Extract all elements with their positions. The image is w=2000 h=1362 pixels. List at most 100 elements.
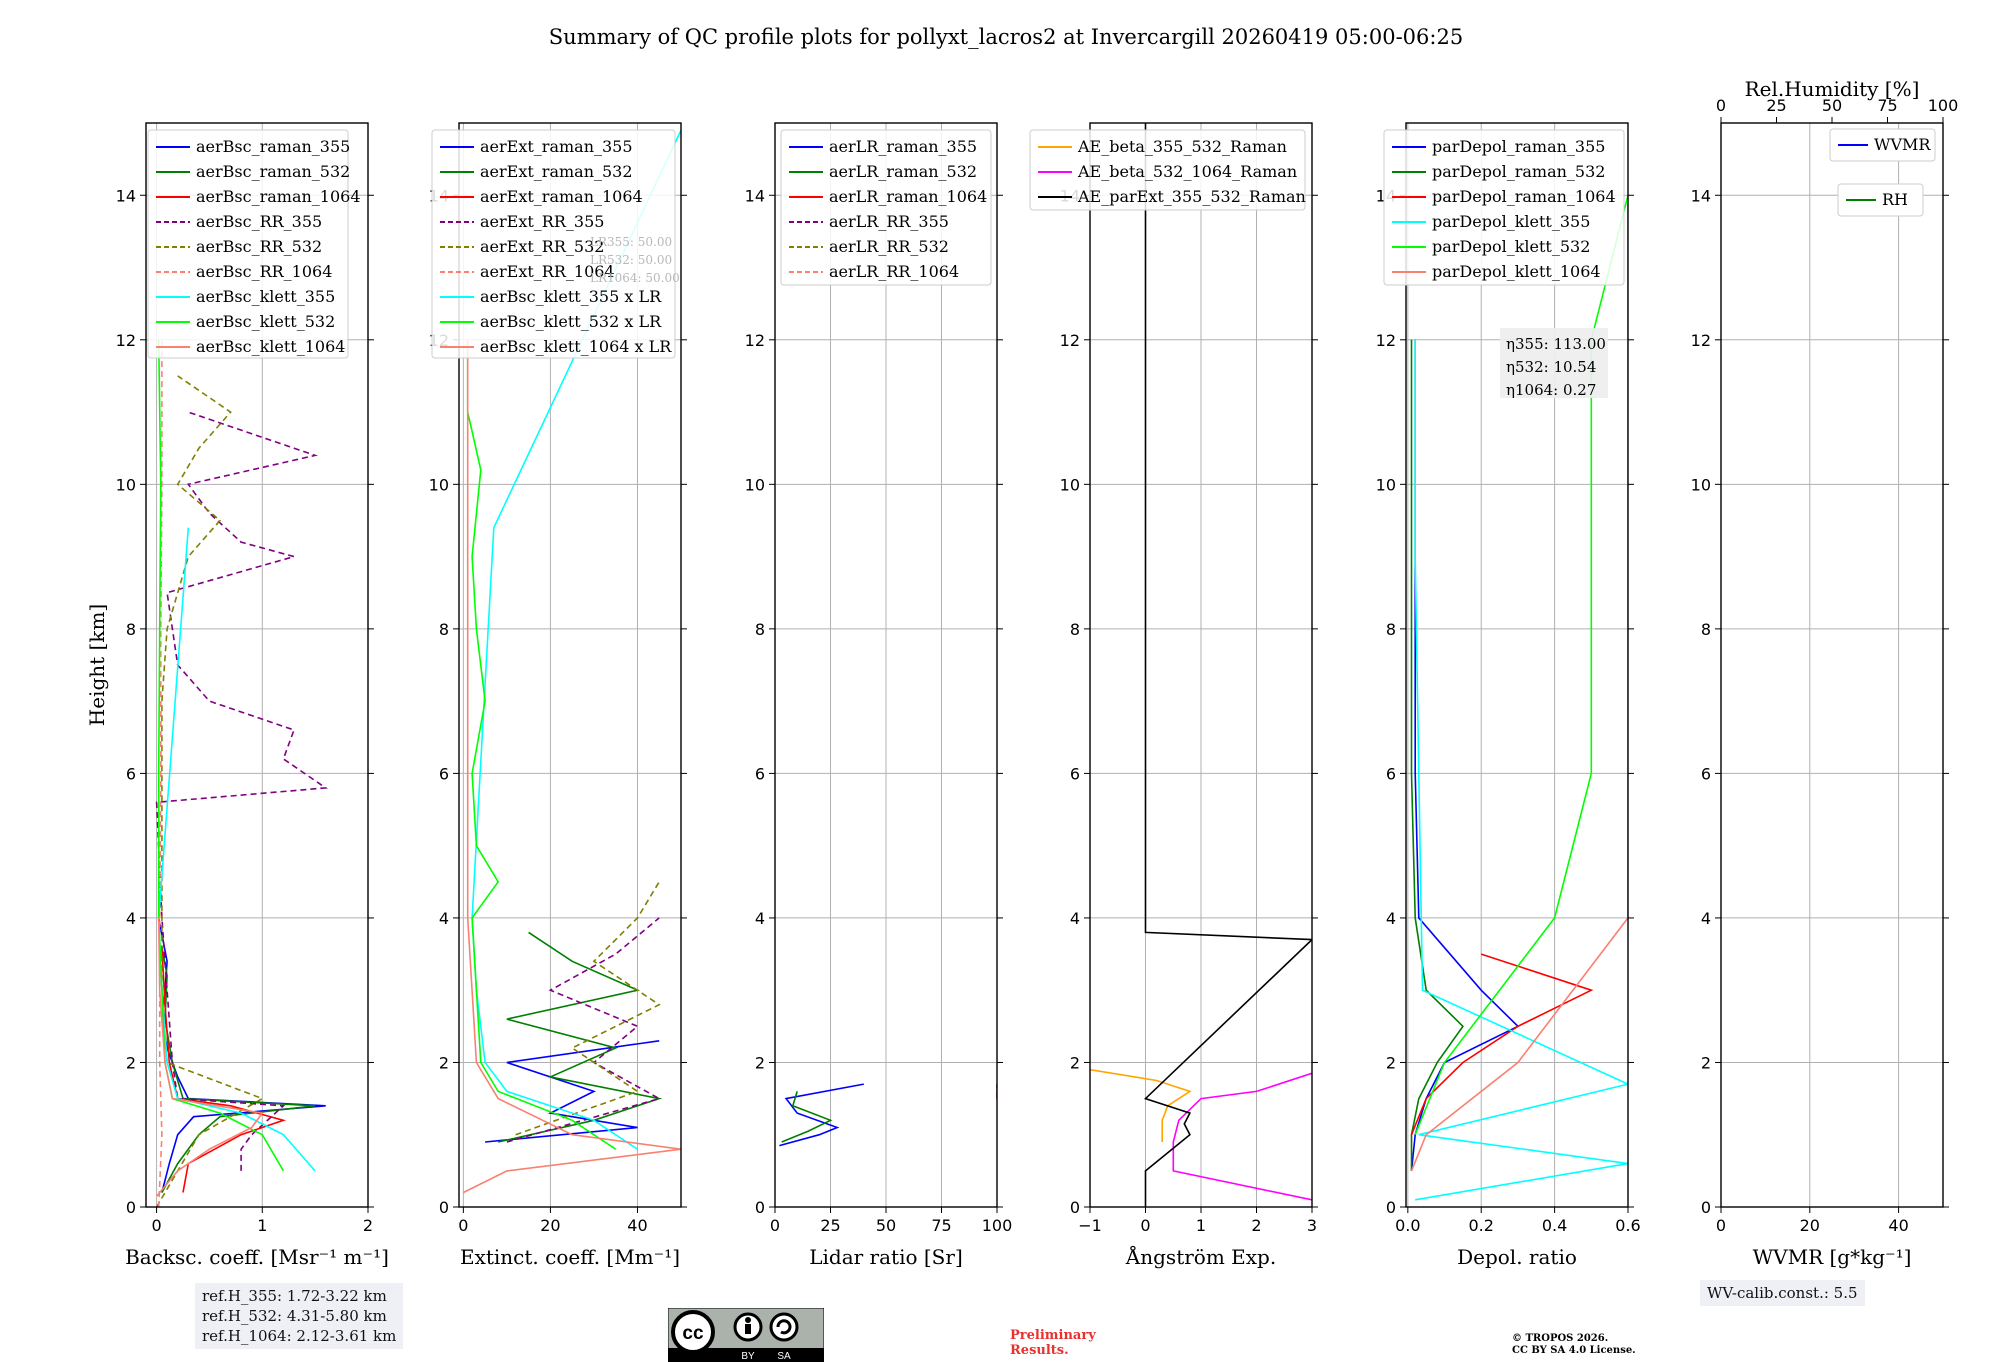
legend-label-aerBsc_klett_532: aerBsc_klett_532 xyxy=(196,312,335,331)
series-line-aerBsc_klett_1064 x LR xyxy=(463,339,681,1194)
legend-label-aerExt_RR_1064: aerExt_RR_1064 xyxy=(480,262,615,281)
legend-label-aerExt_RR_532: aerExt_RR_532 xyxy=(480,237,604,256)
legend-label-aerBsc_RR_355: aerBsc_RR_355 xyxy=(196,212,322,231)
legend-label-aerExt_raman_1064: aerExt_raman_1064 xyxy=(480,187,643,206)
legend-label-aerLR_raman_532: aerLR_raman_532 xyxy=(829,162,977,181)
x2-axis-label: Rel.Humidity [%] xyxy=(1745,77,1920,101)
legend-label-aerLR_raman_1064: aerLR_raman_1064 xyxy=(829,187,987,206)
x-tick-label: 75 xyxy=(931,1216,951,1235)
legend-label-AE_parExt_355_532_Raman: AE_parExt_355_532_Raman xyxy=(1077,187,1306,206)
y-tick-label: 6 xyxy=(1701,764,1711,783)
lidar-ratio-panel: 0 2 4 6 8 10 12 14 0 25 50 75 100 Lidar ratio [Sr] aer… xyxy=(745,122,1012,1269)
series-line-aerBsc_RR_532 xyxy=(155,375,265,1207)
y-tick-label: 2 xyxy=(126,1053,136,1072)
y-tick-label: 6 xyxy=(755,764,765,783)
x-axis-label: Depol. ratio xyxy=(1457,1245,1577,1269)
y-tick-label: 12 xyxy=(116,331,136,350)
series-line-aerBsc_raman_1064 xyxy=(161,946,287,1193)
series-line-aerBsc_klett_532 x LR xyxy=(466,339,617,1150)
y-tick-label: 10 xyxy=(116,475,136,494)
legend-label-aerBsc_klett_532 x LR: aerBsc_klett_532 x LR xyxy=(480,312,662,331)
series-line-AE_beta_532_1064_Raman xyxy=(1172,1072,1312,1201)
x-tick-label: 20 xyxy=(1800,1216,1820,1235)
legend-label-aerBsc_raman_355: aerBsc_raman_355 xyxy=(196,137,350,156)
legend-label-AE_beta_355_532_Raman: AE_beta_355_532_Raman xyxy=(1077,137,1287,156)
legend-label-aerExt_RR_355: aerExt_RR_355 xyxy=(480,212,604,231)
x-tick-label: 0.4 xyxy=(1542,1216,1567,1235)
x-tick-label: 20 xyxy=(540,1216,560,1235)
y-tick-label: 8 xyxy=(1386,620,1396,639)
y-axis-label: Height [km] xyxy=(85,604,109,726)
series-group xyxy=(155,339,329,1207)
legend-label-parDepol_klett_532: parDepol_klett_532 xyxy=(1432,237,1590,256)
y-tick-label: 10 xyxy=(429,475,449,494)
sa-share-arrow xyxy=(776,1319,792,1335)
series-line-aerBsc_raman_532 xyxy=(161,946,316,1193)
legend-label-WVMR: WVMR xyxy=(1874,135,1931,154)
y-tick-label: 2 xyxy=(1070,1053,1080,1072)
series-line-aerBsc_klett_1064 xyxy=(155,917,264,1197)
y-tick-label: 12 xyxy=(745,331,765,350)
legend-label-parDepol_klett_1064: parDepol_klett_1064 xyxy=(1432,262,1601,281)
wv-calib-text: WV-calib.const.: 5.5 xyxy=(1707,1284,1858,1302)
x-tick-label: 0 xyxy=(770,1216,780,1235)
y-tick-label: 14 xyxy=(745,186,765,205)
series-line-aerExt_raman_355 xyxy=(485,1040,660,1143)
eta-355-text: η355: 113.00 xyxy=(1506,335,1606,353)
series-line-aerExt_raman_532 xyxy=(498,931,663,1143)
series-line-aerBsc_raman_355 xyxy=(157,917,326,1193)
x-tick-label: 40 xyxy=(1888,1216,1908,1235)
plot-frame xyxy=(1720,122,1944,1208)
legend-box xyxy=(147,129,349,359)
x-axis-label: WVMR [g*kg⁻¹] xyxy=(1753,1245,1912,1269)
plot-frame xyxy=(458,122,682,1208)
legend-box xyxy=(780,129,992,286)
y-tick-label: 2 xyxy=(439,1053,449,1072)
x-tick-label: 1 xyxy=(1196,1216,1206,1235)
lidar-constant-annotation: η355: 113.00 η532: 10.54 η1064: 0.27 xyxy=(1500,328,1608,399)
series-group xyxy=(1410,195,1628,1201)
series-line-parDepol_klett_1064 xyxy=(1410,195,1628,1172)
sa-share-icon xyxy=(769,1312,799,1342)
legend-label-aerBsc_RR_1064: aerBsc_RR_1064 xyxy=(196,262,332,281)
series-line-aerBsc_RR_1064 xyxy=(157,339,163,1207)
eta-532-text: η532: 10.54 xyxy=(1506,358,1596,376)
y-tick-label: 10 xyxy=(1376,475,1396,494)
x-tick-label: 0 xyxy=(151,1216,161,1235)
x-tick-label: 0.6 xyxy=(1615,1216,1640,1235)
y-tick-label: 14 xyxy=(1691,186,1711,205)
legend-label-aerBsc_RR_532: aerBsc_RR_532 xyxy=(196,237,322,256)
x-axis-label: Ångström Exp. xyxy=(1125,1244,1276,1269)
legend-label-aerLR_RR_532: aerLR_RR_532 xyxy=(829,237,949,256)
series-line-aerBsc_klett_532 xyxy=(157,339,285,1172)
legend-label-AE_beta_532_1064_Raman: AE_beta_532_1064_Raman xyxy=(1077,162,1297,181)
legend-box xyxy=(1829,128,1936,162)
lidar-constant-box xyxy=(1500,328,1608,398)
y-tick-label: 6 xyxy=(1386,764,1396,783)
x-tick-label: 2 xyxy=(363,1216,373,1235)
legend-label-aerLR_RR_1064: aerLR_RR_1064 xyxy=(829,262,959,281)
x-tick-label: 0 xyxy=(458,1216,468,1235)
cc-logo-text: cc xyxy=(682,1323,704,1344)
legend-label-aerBsc_raman_532: aerBsc_raman_532 xyxy=(196,162,350,181)
cc-logo-icon xyxy=(671,1310,715,1354)
y-tick-label: 4 xyxy=(755,909,765,928)
y-tick-label: 0 xyxy=(1701,1198,1711,1217)
series-line-aerLR_raman_355 xyxy=(779,1083,864,1147)
eta-1064-text: η1064: 0.27 xyxy=(1506,381,1596,399)
y-tick-label: 0 xyxy=(126,1198,136,1217)
legend-label-aerBsc_klett_355 x LR: aerBsc_klett_355 x LR xyxy=(480,287,662,306)
cc-by-text: BY xyxy=(741,1351,755,1362)
y-tick-label: 8 xyxy=(1070,620,1080,639)
legend-label-aerExt_raman_355: aerExt_raman_355 xyxy=(480,137,633,156)
legend-label-parDepol_raman_355: parDepol_raman_355 xyxy=(1432,137,1605,156)
copyright-line-2: CC BY SA 4.0 License. xyxy=(1512,1345,1636,1356)
ref-height-1064: ref.H_1064: 2.12-3.61 km xyxy=(202,1327,397,1345)
cc-license-badge: cc BY SA xyxy=(668,1308,824,1362)
y-tick-label: 0 xyxy=(1070,1198,1080,1217)
y-tick-label: 2 xyxy=(755,1053,765,1072)
